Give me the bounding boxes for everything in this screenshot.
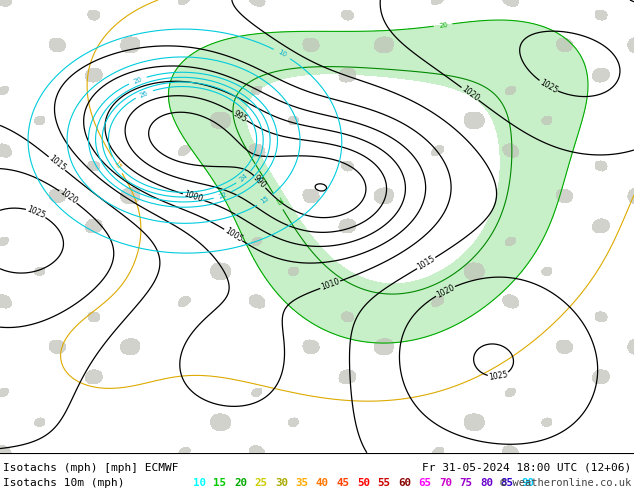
Text: 1020: 1020 [435, 283, 456, 299]
Text: 30: 30 [275, 478, 288, 488]
Text: 40: 40 [316, 478, 329, 488]
Text: 75: 75 [460, 478, 472, 488]
Text: 1025: 1025 [25, 205, 47, 220]
Text: 90: 90 [521, 478, 534, 488]
Text: 1025: 1025 [488, 370, 508, 382]
Text: 15: 15 [214, 478, 226, 488]
Text: 10: 10 [276, 49, 287, 59]
Text: 60: 60 [398, 478, 411, 488]
Text: 990: 990 [252, 173, 268, 190]
Text: 85: 85 [500, 478, 514, 488]
Text: 20: 20 [234, 478, 247, 488]
Text: 24: 24 [238, 172, 249, 182]
Text: 10: 10 [193, 478, 206, 488]
Text: 70: 70 [439, 478, 452, 488]
Text: © weatheronline.co.uk: © weatheronline.co.uk [500, 478, 631, 488]
Text: 15: 15 [260, 195, 271, 205]
Text: Isotachs 10m (mph): Isotachs 10m (mph) [3, 478, 124, 488]
Text: 1000: 1000 [183, 190, 204, 204]
Text: 1015: 1015 [47, 154, 67, 173]
Text: Fr 31-05-2024 18:00 UTC (12+06): Fr 31-05-2024 18:00 UTC (12+06) [422, 463, 631, 473]
Text: 65: 65 [418, 478, 432, 488]
Text: 22: 22 [217, 191, 228, 199]
Text: 995: 995 [231, 109, 248, 124]
Text: 25: 25 [273, 196, 283, 207]
Text: 1005: 1005 [223, 226, 244, 244]
Text: 1020: 1020 [460, 84, 481, 103]
Text: 1020: 1020 [58, 188, 79, 206]
Text: 25: 25 [254, 478, 268, 488]
Text: 55: 55 [377, 478, 391, 488]
Text: 26: 26 [139, 90, 150, 98]
Text: 1010: 1010 [320, 277, 341, 292]
Text: 20: 20 [133, 76, 143, 85]
Text: 35: 35 [295, 478, 309, 488]
Text: 15: 15 [112, 160, 122, 171]
Text: 1015: 1015 [416, 254, 437, 272]
Text: 1025: 1025 [538, 77, 559, 95]
Text: 50: 50 [357, 478, 370, 488]
Text: 45: 45 [337, 478, 349, 488]
Text: 80: 80 [480, 478, 493, 488]
Text: Isotachs (mph) [mph] ECMWF: Isotachs (mph) [mph] ECMWF [3, 463, 179, 473]
Text: 20: 20 [438, 22, 448, 28]
